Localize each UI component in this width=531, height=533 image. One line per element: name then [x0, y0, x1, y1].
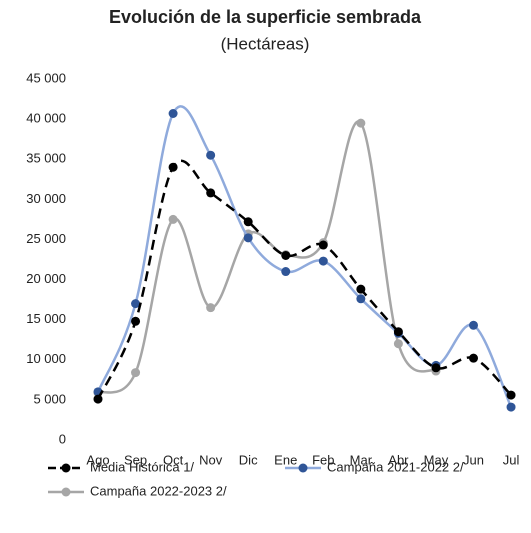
data-point: [393, 327, 403, 337]
legend-marker: [298, 463, 308, 473]
legend-label: Campaña 2022-2023 2/: [90, 483, 227, 498]
legend-label: Campaña 2021-2022 2/: [327, 459, 464, 474]
data-point: [318, 256, 328, 266]
x-tick-label: Ene: [274, 452, 297, 467]
x-tick-label: Nov: [199, 452, 223, 467]
data-point: [506, 402, 516, 412]
y-tick-label: 5 000: [33, 391, 66, 406]
y-tick-label: 20 000: [26, 271, 66, 286]
y-tick-label: 45 000: [26, 70, 66, 85]
data-point: [506, 390, 516, 400]
data-point: [93, 394, 103, 404]
data-point: [281, 267, 291, 277]
chart-title: Evolución de la superficie sembrada: [109, 7, 422, 27]
data-point: [356, 294, 366, 304]
x-tick-label: Mar: [350, 452, 373, 467]
data-point: [469, 353, 478, 363]
data-point: [393, 339, 403, 349]
y-tick-label: 35 000: [26, 151, 66, 166]
x-tick-label: Oct: [163, 452, 184, 467]
y-tick-label: 10 000: [26, 351, 66, 366]
data-point: [168, 214, 178, 224]
data-point: [168, 108, 178, 118]
data-point: [469, 320, 478, 330]
x-tick-label: Dic: [239, 452, 258, 467]
x-tick-label: Jul: [503, 452, 520, 467]
x-tick-label: Feb: [312, 452, 334, 467]
data-point: [281, 250, 291, 260]
data-point: [131, 316, 141, 326]
data-point: [131, 299, 141, 309]
legend-marker: [61, 463, 71, 473]
y-tick-label: 40 000: [26, 111, 66, 126]
data-point: [318, 240, 328, 250]
data-point: [243, 233, 253, 243]
x-tick-label: May: [424, 452, 449, 467]
data-point: [206, 188, 216, 198]
series-line: [96, 159, 512, 400]
data-point: [131, 368, 141, 378]
chart-subtitle: (Hectáreas): [221, 34, 310, 53]
data-point: [206, 150, 216, 160]
y-tick-label: 30 000: [26, 191, 66, 206]
data-point: [356, 284, 366, 294]
y-tick-label: 0: [59, 431, 66, 446]
legend-label: Media Histórica 1/: [90, 459, 194, 474]
data-point: [243, 217, 253, 227]
x-tick-label: Jun: [463, 452, 484, 467]
x-tick-label: Abr: [388, 452, 409, 467]
legend-marker: [61, 487, 71, 497]
data-point: [356, 118, 366, 128]
data-point: [431, 363, 441, 373]
data-point: [206, 303, 216, 313]
series-line: [97, 120, 437, 394]
y-tick-label: 15 000: [26, 311, 66, 326]
data-point: [168, 162, 178, 172]
x-tick-label: Sep: [124, 452, 147, 467]
y-tick-label: 25 000: [26, 231, 66, 246]
x-tick-label: Ago: [86, 452, 109, 467]
